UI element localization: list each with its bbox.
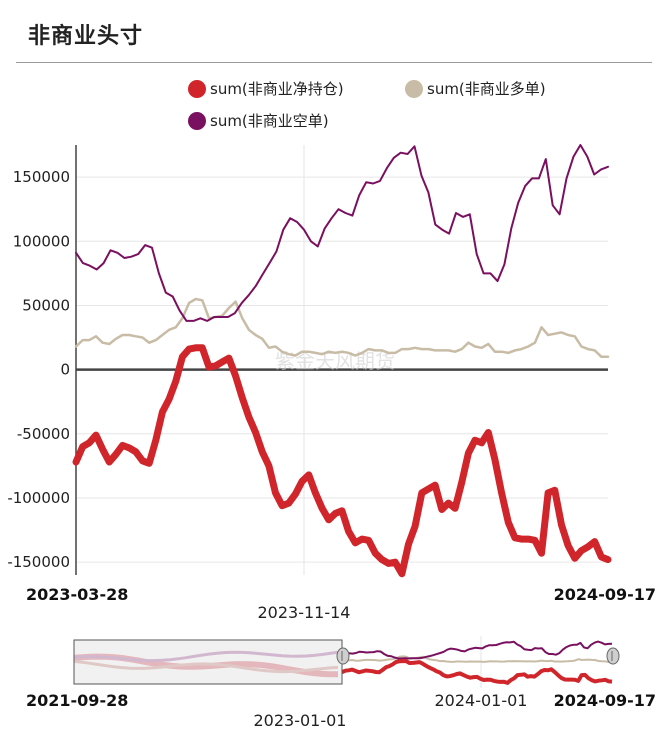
x-label-start: 2023-03-28 xyxy=(26,585,128,604)
legend-label-long: sum(非商业多单) xyxy=(427,80,546,98)
navigator-history-line xyxy=(73,650,339,663)
navigator-label-start: 2021-09-28 xyxy=(26,691,128,710)
legend-item-net[interactable]: sum(非商业净持仓) xyxy=(188,78,344,99)
legend-marker-long xyxy=(405,79,423,98)
navigator-series-1 xyxy=(341,655,612,663)
navigator-series-2 xyxy=(341,640,613,660)
title-divider xyxy=(16,62,652,63)
x-label-middle: 2023-11-14 xyxy=(258,603,351,622)
navigator-left-handle xyxy=(336,647,350,665)
series-line-0 xyxy=(72,344,612,578)
page-title: 非商业头寸 xyxy=(28,24,144,49)
y-tick-label: 50000 xyxy=(22,296,70,314)
line-chart[interactable]: 150000100000500000-50000-100000-150000紫金… xyxy=(0,0,668,630)
range-navigator[interactable]: 2021-09-28 2023-01-01 2024-01-01 2024-09-17 xyxy=(0,630,668,736)
navigator-label-middle: 2023-01-01 xyxy=(254,711,347,730)
navigator-series-0 xyxy=(341,659,613,685)
legend-marker-net xyxy=(188,79,206,98)
legend-marker-short xyxy=(188,111,206,130)
navigator-label-end: 2024-09-17 xyxy=(554,691,656,710)
legend-label-net: sum(非商业净持仓) xyxy=(210,80,344,98)
legend-item-long[interactable]: sum(非商业多单) xyxy=(405,78,546,99)
series-line-2 xyxy=(75,144,609,322)
x-label-end: 2024-09-17 xyxy=(554,585,656,604)
navigator-mask xyxy=(73,639,343,685)
series-line-1 xyxy=(74,297,610,359)
navigator-right-handle xyxy=(606,647,620,665)
legend-item-short[interactable]: sum(非商业空单) xyxy=(188,110,329,131)
y-tick-label: 150000 xyxy=(13,168,70,186)
y-tick-label: -100000 xyxy=(7,489,70,507)
y-tick-label: 100000 xyxy=(13,232,70,250)
navigator-label-right: 2024-01-01 xyxy=(435,691,528,710)
y-tick-label: -50000 xyxy=(17,425,70,443)
legend-label-short: sum(非商业空单) xyxy=(210,112,329,130)
y-tick-label: -150000 xyxy=(7,553,70,571)
navigator-history-line xyxy=(73,659,339,674)
y-tick-label: 0 xyxy=(60,361,70,379)
